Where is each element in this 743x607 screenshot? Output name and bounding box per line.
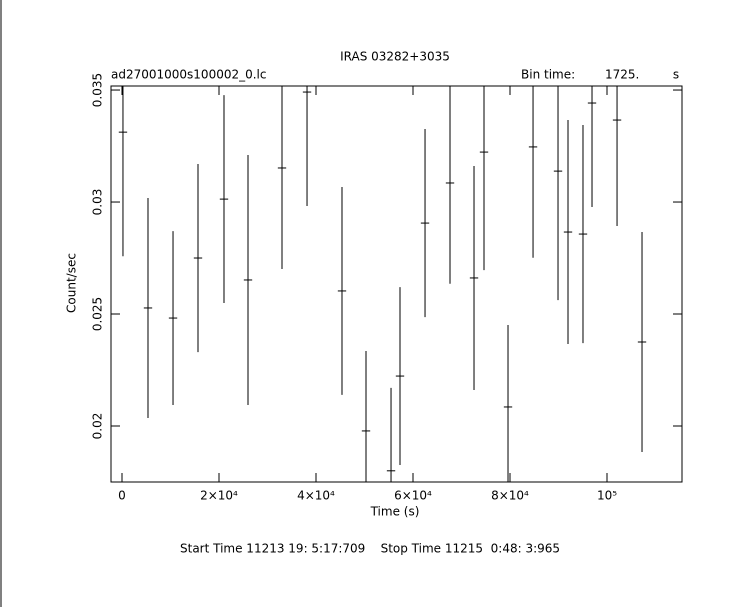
y-tick-label: 0.02 bbox=[91, 413, 105, 440]
plot-frame bbox=[110, 85, 683, 483]
file-name: ad27001000s100002_0.lc bbox=[111, 68, 267, 82]
chart-title: IRAS 03282+3035 bbox=[340, 50, 450, 64]
x-tick-label: 2×10⁴ bbox=[200, 489, 238, 503]
x-tick-label: 4×10⁴ bbox=[297, 489, 335, 503]
bin-time-value: 1725. bbox=[605, 68, 639, 82]
x-tick-label: 8×10⁴ bbox=[491, 489, 529, 503]
y-tick-label: 0.03 bbox=[91, 189, 105, 216]
bin-time-unit: s bbox=[673, 68, 679, 82]
x-tick-label: 10⁵ bbox=[597, 489, 617, 503]
x-axis-label: Time (s) bbox=[370, 505, 420, 519]
footer: Start Time 11213 19: 5:17:709 Stop Time … bbox=[180, 542, 560, 556]
y-tick-label: 0.025 bbox=[91, 297, 105, 331]
y-tick-label: 0.035 bbox=[91, 73, 105, 107]
y-axis-label: Count/sec bbox=[65, 253, 79, 313]
x-tick-label: 0 bbox=[118, 489, 126, 503]
plot-area bbox=[118, 86, 647, 482]
x-tick-label: 6×10⁴ bbox=[394, 489, 432, 503]
bin-time-label: Bin time: bbox=[521, 68, 575, 82]
